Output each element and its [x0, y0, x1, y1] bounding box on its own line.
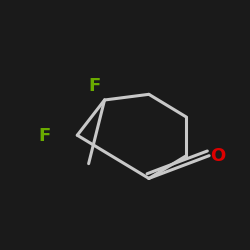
Text: F: F: [38, 127, 50, 145]
Text: O: O: [210, 147, 225, 165]
Text: F: F: [88, 77, 101, 95]
